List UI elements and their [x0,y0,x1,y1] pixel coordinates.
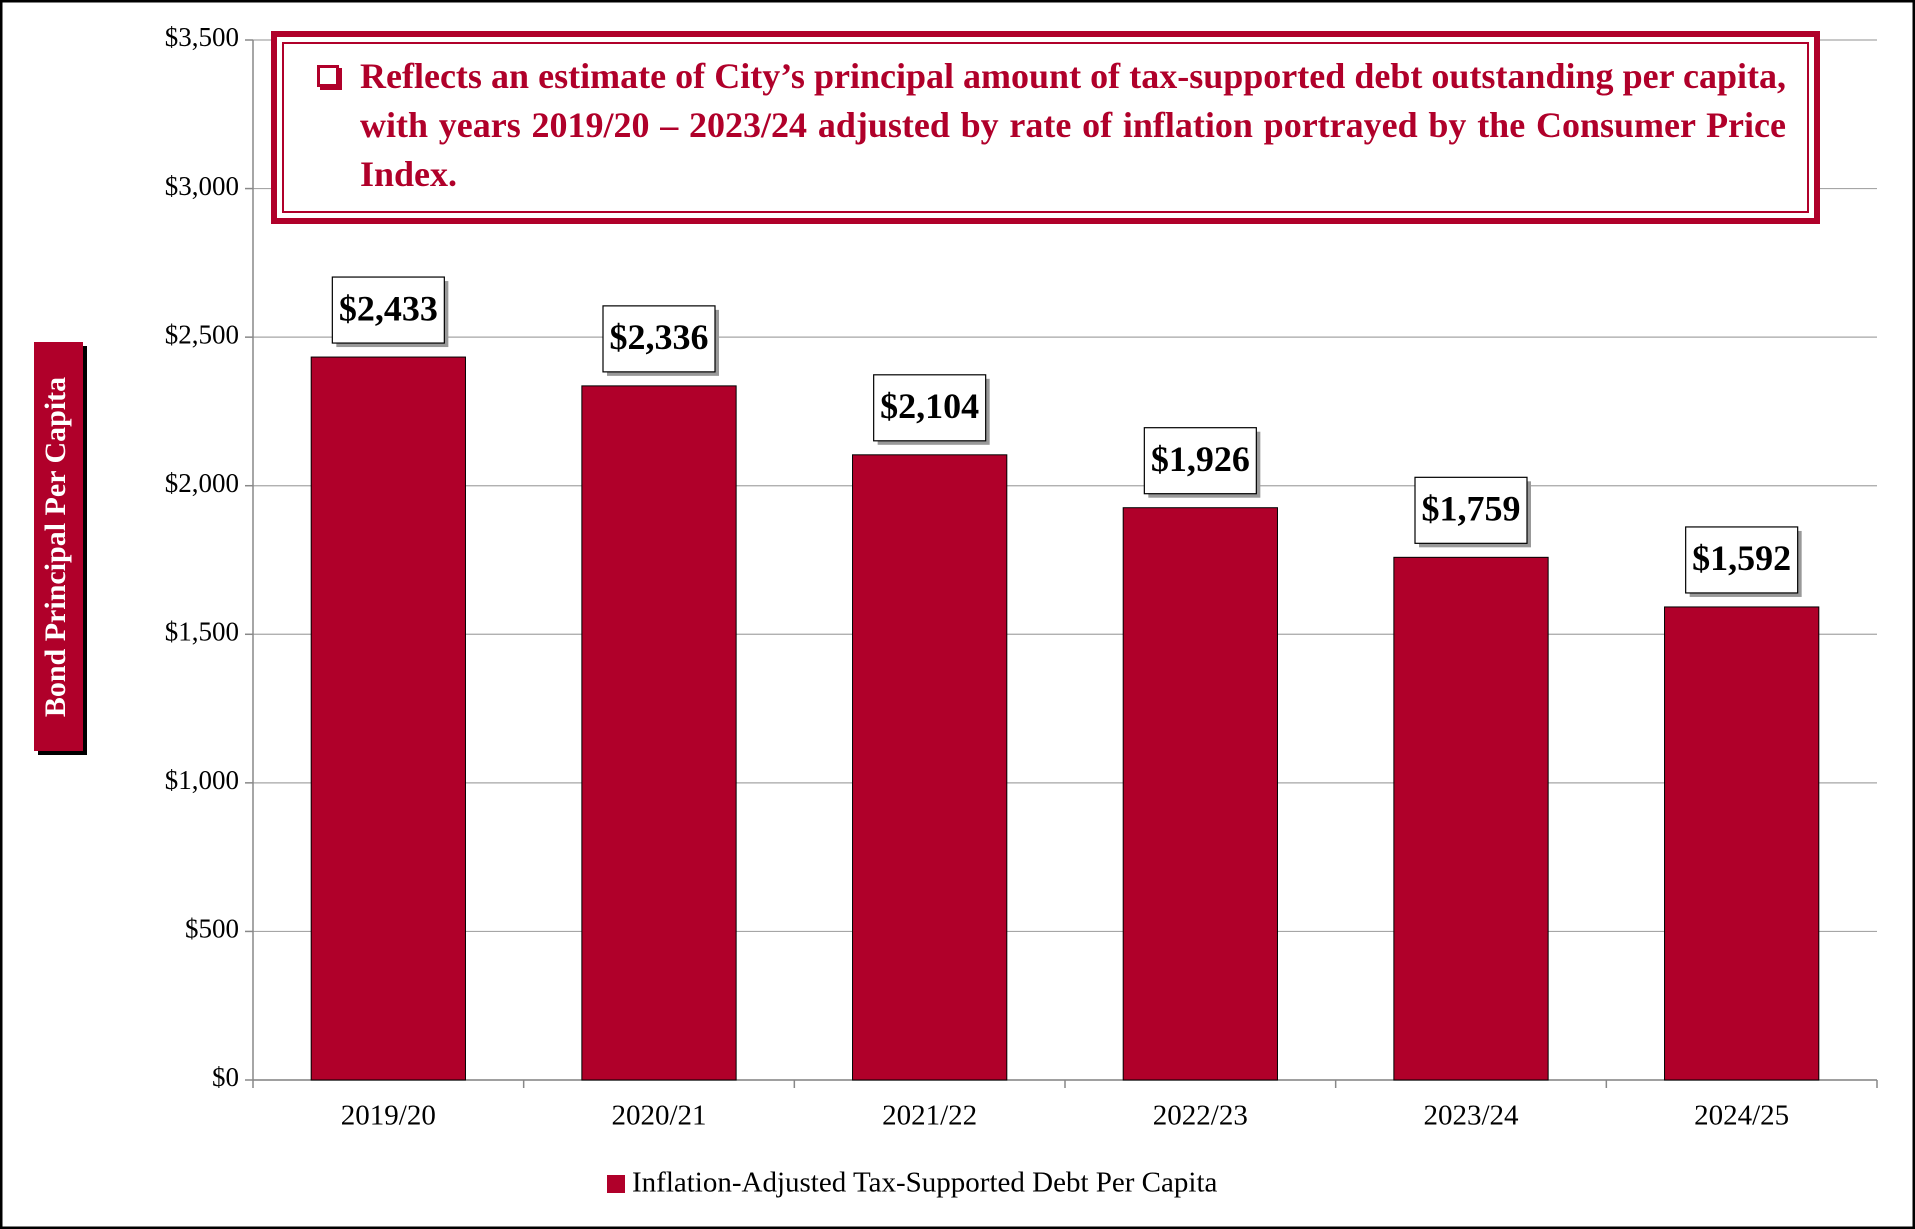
legend-swatch [607,1175,625,1193]
bar [1664,606,1820,1081]
y-axis-label: Bond Principal Per Capita [39,377,72,717]
annotation-inner [282,42,1809,213]
value-label-box [1414,476,1528,544]
value-label-box [1143,427,1257,495]
bars [310,356,1820,1081]
value-label: $1,592 [1692,538,1791,578]
y-tick-label: $2,500 [165,319,239,349]
value-label: $1,759 [1422,489,1521,529]
annotation-box: Reflects an estimate of City’s principal… [271,31,1820,224]
x-tick-label: 2022/23 [1153,1100,1248,1132]
x-tick-label: 2023/24 [1423,1100,1519,1132]
bar [1393,556,1549,1081]
value-label: $1,926 [1151,439,1250,479]
x-tick-label: 2020/21 [611,1100,706,1132]
y-tick-label: $1,500 [165,616,239,646]
value-label: $2,336 [610,317,709,357]
value-label: $2,433 [339,288,438,328]
value-label: $2,104 [880,386,979,426]
y-label-box [34,342,83,751]
y-tick-label: $500 [185,914,239,944]
bullet [317,65,339,87]
bar [852,454,1008,1081]
x-tick-label: 2024/25 [1694,1100,1789,1132]
y-tick-label: $2,000 [165,468,239,498]
legend-label: Inflation-Adjusted Tax-Supported Debt Pe… [632,1167,1217,1199]
x-tick-label: 2021/22 [882,1100,977,1132]
y-tick-label: $0 [212,1062,239,1092]
bar [310,356,466,1081]
value-label-box [331,276,445,344]
x-tick-label: 2019/20 [341,1100,436,1132]
value-label-box [602,305,716,373]
y-tick-label: $1,000 [165,765,239,795]
annotation: Reflects an estimate of City’s principal… [360,56,1786,194]
value-label-box [873,374,987,442]
y-tick-label: $3,000 [165,171,239,201]
bar [581,385,737,1081]
bar [1122,507,1278,1081]
value-label-box [1685,526,1799,594]
y-tick-label: $3,500 [165,22,239,52]
